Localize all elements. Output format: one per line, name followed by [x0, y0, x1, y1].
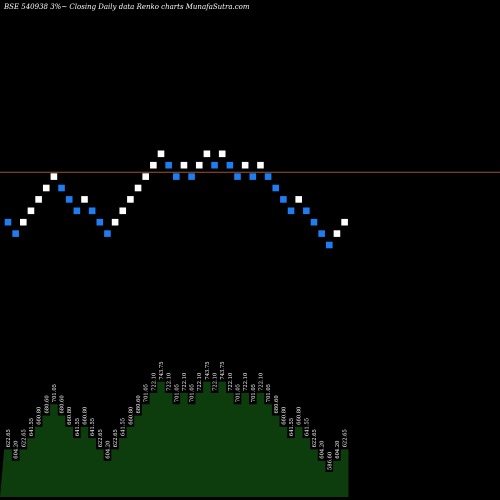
brick-value-label: 701.05: [190, 384, 196, 402]
brick-value-label: 622.65: [6, 429, 12, 447]
brick-value-label: 701.05: [174, 384, 180, 402]
chart-title: BSE 540938 3%~ Closing Daily data Renko …: [3, 3, 250, 11]
up-brick: [20, 218, 27, 226]
brick-value-labels: 622.65604.20622.65641.55660.80680.60701.…: [6, 361, 349, 470]
down-brick: [12, 230, 19, 237]
brick-value-label: 586.60: [327, 452, 333, 470]
volume-area-shape: [0, 381, 500, 497]
up-brick: [203, 150, 211, 158]
down-brick: [96, 218, 104, 226]
brick-value-label: 701.05: [266, 384, 272, 402]
up-brick: [157, 150, 165, 158]
volume-area: [0, 381, 500, 497]
up-brick: [142, 173, 149, 180]
brick-value-label: 701.05: [52, 384, 58, 402]
up-brick: [119, 207, 127, 215]
up-brick: [42, 184, 50, 192]
brick-value-label: 641.55: [304, 418, 310, 436]
brick-value-label: 622.65: [343, 429, 349, 447]
brick-value-label: 722.10: [151, 373, 157, 391]
up-brick: [35, 196, 42, 203]
down-brick: [104, 230, 111, 237]
down-brick: [165, 161, 172, 169]
brick-value-label: 641.55: [29, 418, 35, 436]
brick-value-label: 641.55: [75, 418, 81, 436]
up-brick: [50, 173, 58, 180]
down-brick: [211, 161, 218, 169]
down-brick: [226, 161, 234, 169]
renko-bricks: [4, 150, 348, 249]
down-brick: [287, 207, 295, 215]
brick-value-label: 660.80: [281, 407, 287, 425]
brick-value-label: 722.10: [182, 373, 188, 391]
down-brick: [326, 241, 333, 249]
brick-value-label: 660.80: [67, 407, 73, 425]
up-brick: [341, 218, 348, 226]
down-brick: [264, 173, 272, 180]
brick-value-label: 722.10: [213, 373, 219, 391]
up-brick: [333, 230, 341, 237]
up-brick: [81, 196, 88, 203]
brick-value-label: 641.55: [121, 418, 127, 436]
brick-value-label: 680.60: [44, 395, 50, 413]
down-brick: [272, 184, 280, 192]
brick-value-label: 641.55: [90, 418, 96, 436]
brick-value-label: 743.75: [220, 361, 226, 379]
brick-value-label: 701.05: [144, 384, 150, 402]
brick-value-label: 722.10: [258, 373, 264, 391]
brick-value-label: 604.20: [105, 441, 111, 459]
up-brick: [295, 196, 302, 203]
brick-value-label: 701.05: [251, 384, 257, 402]
brick-value-label: 660.80: [297, 407, 303, 425]
down-brick: [188, 173, 195, 180]
up-brick: [195, 161, 203, 169]
brick-value-label: 722.10: [228, 373, 234, 391]
brick-value-label: 660.80: [83, 407, 89, 425]
brick-value-label: 660.80: [37, 407, 43, 425]
brick-value-label: 622.65: [21, 429, 27, 447]
up-brick: [150, 161, 157, 169]
down-brick: [310, 218, 318, 226]
brick-value-label: 722.10: [197, 373, 203, 391]
brick-value-label: 604.20: [335, 441, 341, 459]
brick-value-label: 641.55: [289, 418, 295, 436]
up-brick: [218, 150, 226, 158]
up-brick: [241, 161, 249, 169]
brick-value-label: 743.75: [159, 361, 165, 379]
down-brick: [280, 196, 287, 203]
down-brick: [303, 207, 310, 215]
brick-value-label: 743.75: [205, 361, 211, 379]
brick-value-label: 622.65: [312, 429, 318, 447]
down-brick: [173, 173, 180, 180]
down-brick: [4, 218, 12, 226]
up-brick: [180, 161, 188, 169]
brick-value-label: 604.20: [320, 441, 326, 459]
down-brick: [318, 230, 325, 237]
down-brick: [249, 173, 257, 180]
down-brick: [58, 184, 65, 192]
down-brick: [88, 207, 96, 215]
up-brick: [257, 161, 264, 169]
up-brick: [134, 184, 142, 192]
brick-value-label: 701.05: [236, 384, 242, 402]
brick-value-label: 680.60: [60, 395, 66, 413]
brick-value-label: 622.65: [113, 429, 119, 447]
brick-value-label: 622.65: [98, 429, 104, 447]
up-brick: [127, 196, 134, 203]
brick-value-label: 680.60: [274, 395, 280, 413]
brick-value-label: 722.10: [167, 373, 173, 391]
down-brick: [65, 196, 73, 203]
down-brick: [234, 173, 241, 180]
down-brick: [73, 207, 81, 215]
brick-value-label: 680.60: [136, 395, 142, 413]
brick-value-label: 604.20: [14, 441, 20, 459]
brick-value-label: 722.10: [243, 373, 249, 391]
up-brick: [27, 207, 35, 215]
brick-value-label: 660.80: [128, 407, 134, 425]
up-brick: [111, 218, 119, 226]
